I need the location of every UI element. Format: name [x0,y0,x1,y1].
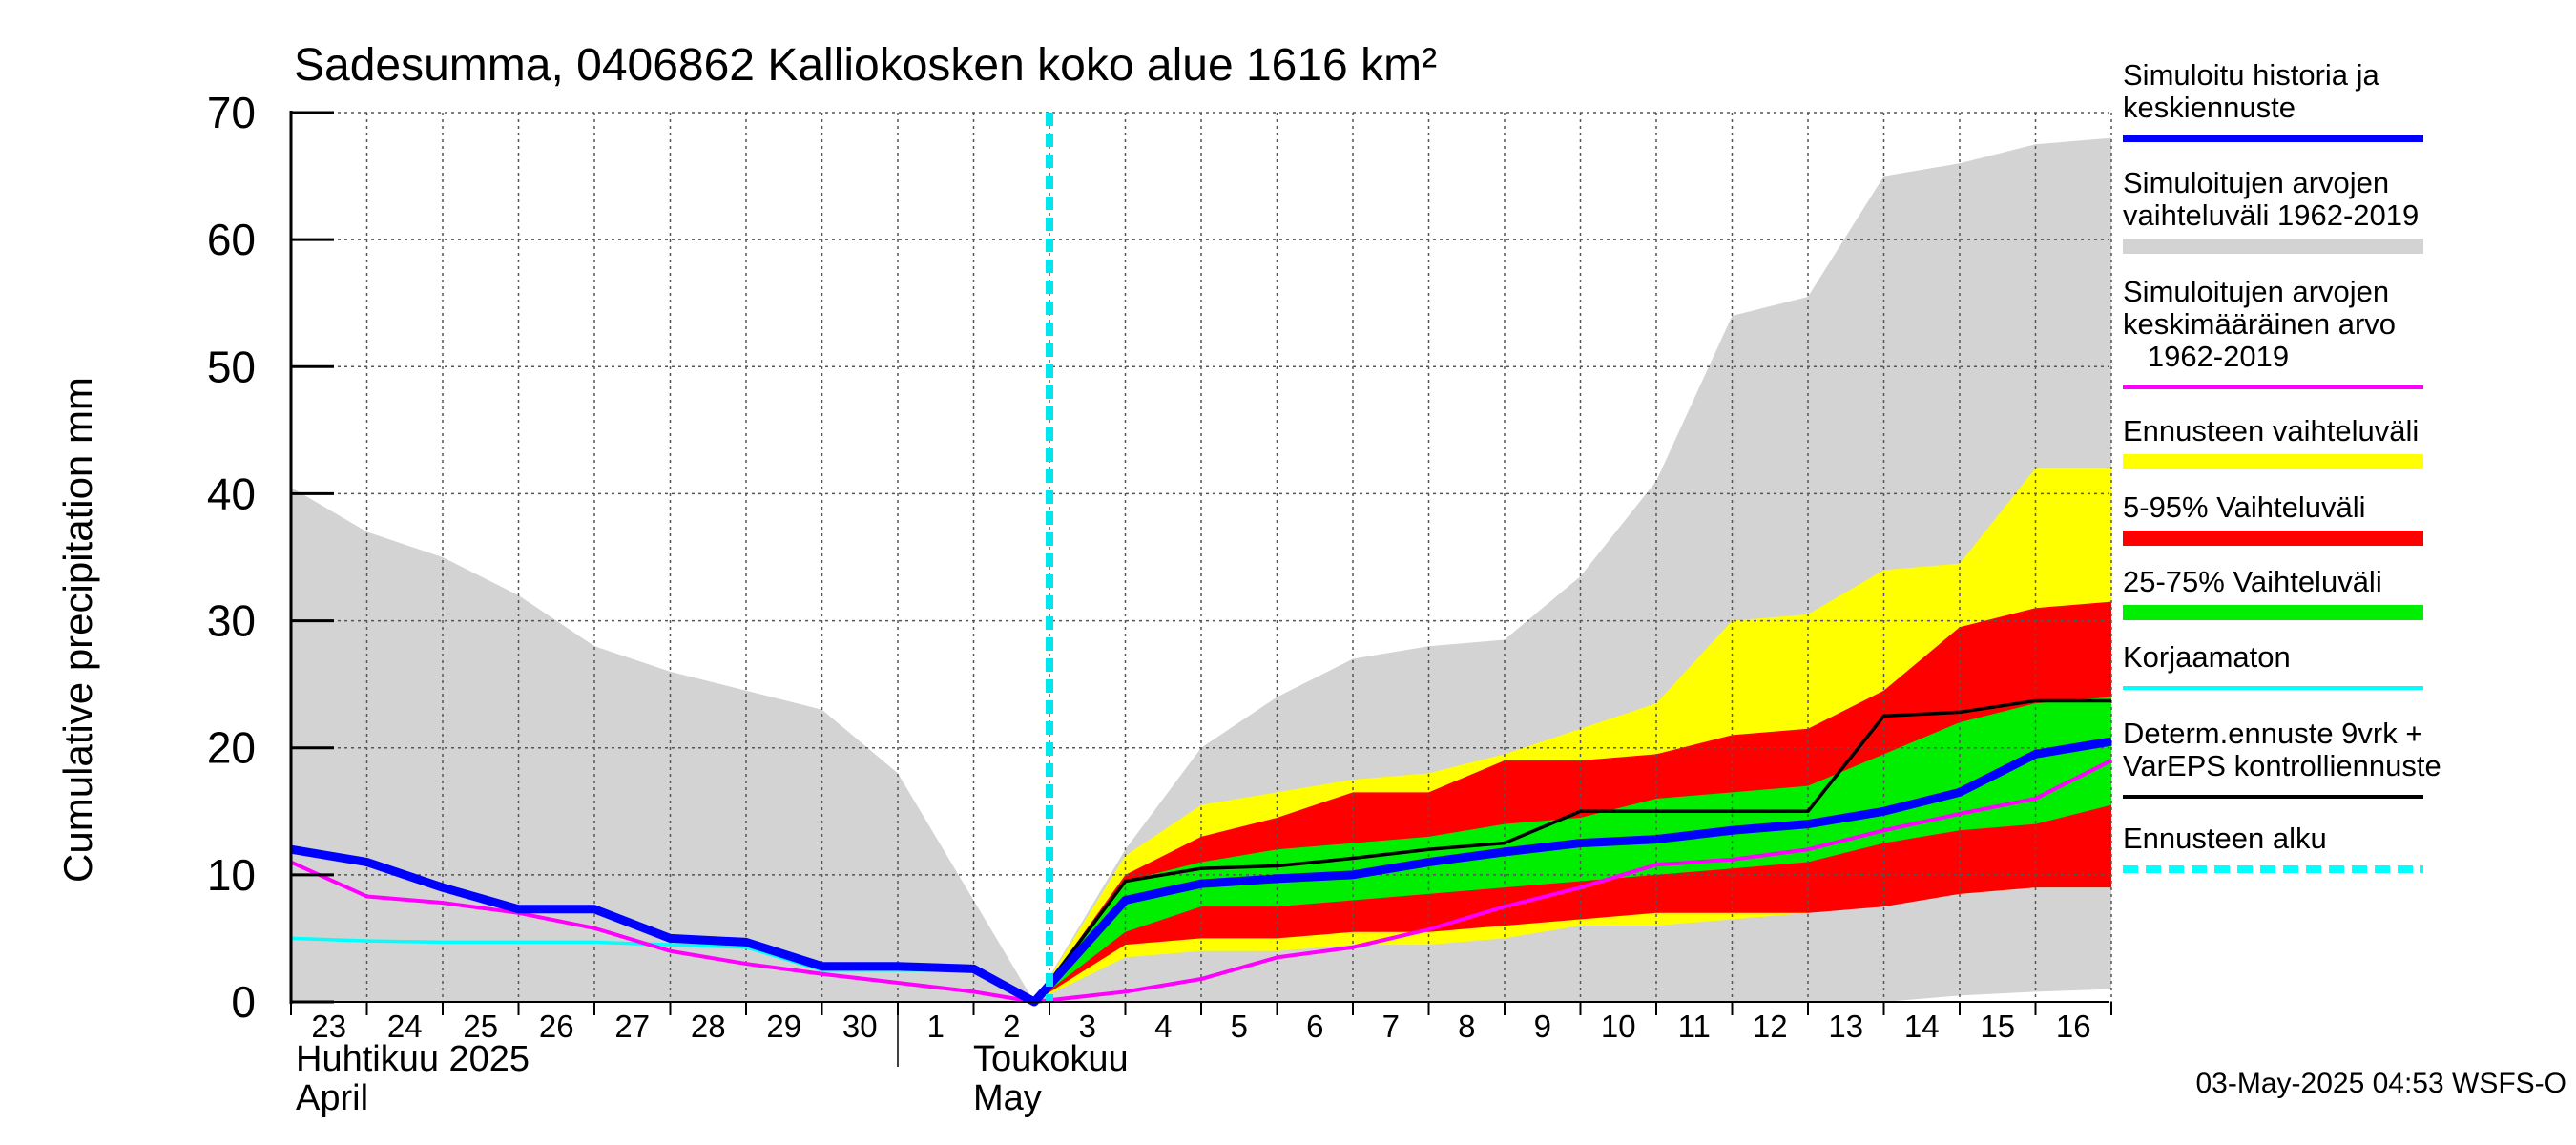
legend-label-fcrange: Ennusteen vaihteluväli [2123,414,2419,448]
legend-label-raw: Korjaamaton [2123,640,2291,674]
x-tick-label: 28 [691,1009,726,1044]
x-tick-label: 13 [1828,1009,1863,1044]
month-label-line2: May [973,1078,1042,1118]
chart-title: Sadesumma, 0406862 Kalliokosken koko alu… [294,40,1437,91]
x-tick-label: 8 [1458,1009,1475,1044]
x-tick-label: 1 [927,1009,945,1044]
series-line-simulated [290,737,2112,1007]
x-tick-label: 23 [311,1009,346,1044]
legend-label-mean: keskimääräinen arvo [2123,307,2396,341]
legend-label-range: vaihteluväli 1962-2019 [2123,198,2419,232]
y-tick-label: 10 [207,850,256,900]
x-tick-label: 25 [463,1009,498,1044]
y-tick-label: 20 [207,723,256,773]
legend-label-hist: Simuloitu historia ja [2123,58,2380,92]
x-tick-label: 2 [1003,1009,1020,1044]
x-tick-label: 5 [1231,1009,1248,1044]
x-tick-label: 16 [2056,1009,2091,1044]
series-line-mean [290,759,2112,1004]
month-label-line1: Toukokuu [973,1039,1129,1079]
x-tick-label: 26 [539,1009,574,1044]
x-tick-label: 6 [1306,1009,1323,1044]
x-tick-label: 30 [842,1009,878,1044]
x-tick-label: 9 [1534,1009,1551,1044]
legend-label-p595: 5-95% Vaihteluväli [2123,490,2365,524]
y-tick-label: 60 [207,215,256,264]
month-label-line2: April [296,1078,368,1118]
x-tick-label: 4 [1154,1009,1172,1044]
y-tick-label: 50 [207,342,256,391]
x-tick-label: 27 [614,1009,650,1044]
y-axis-label: Cumulative precipitation mm [55,377,100,883]
x-tick-label: 10 [1601,1009,1636,1044]
timestamp-footer: 03-May-2025 04:53 WSFS-O [2196,1068,2567,1099]
legend-label-range: Simuloitujen arvojen [2123,166,2389,199]
band-25-75 [1034,697,2111,1002]
y-tick-label: 70 [207,88,256,137]
legend-label-hist: keskiennuste [2123,91,2296,124]
x-tick-label: 15 [1980,1009,2015,1044]
x-tick-label: 3 [1079,1009,1096,1044]
legend-label-determ: Determ.ennuste 9vrk + [2123,717,2422,750]
series-line-deterministic [1032,698,2111,1004]
y-tick-label: 0 [231,977,256,1027]
x-tick-label: 29 [766,1009,801,1044]
legend-label-start: Ennusteen alku [2123,822,2327,855]
x-tick-label: 24 [387,1009,423,1044]
y-tick-label: 30 [207,596,256,646]
x-tick-label: 14 [1904,1009,1940,1044]
y-tick-label: 40 [207,468,256,518]
month-label-line1: Huhtikuu 2025 [296,1039,530,1079]
x-tick-label: 11 [1678,1009,1711,1044]
legend-label-mean: 1962-2019 [2123,340,2289,373]
legend-label-p2575: 25-75% Vaihteluväli [2123,565,2382,598]
legend-label-determ: VarEPS kontrolliennuste [2123,749,2441,782]
x-tick-label: 7 [1382,1009,1400,1044]
legend-label-mean: Simuloitujen arvojen [2123,275,2389,308]
x-tick-label: 12 [1753,1009,1788,1044]
